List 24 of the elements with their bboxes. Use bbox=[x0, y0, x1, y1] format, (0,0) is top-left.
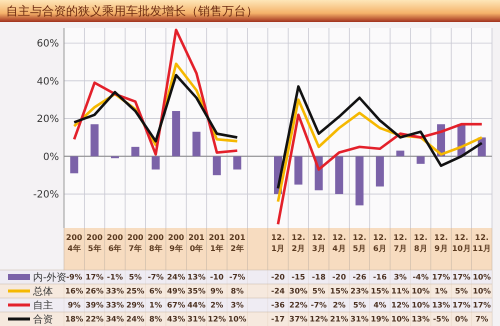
chart-title: 自主与合资的狭义乘用车批发增长（销售万台） bbox=[6, 4, 258, 18]
bar bbox=[131, 146, 140, 156]
y-tick-label: 0% bbox=[43, 152, 59, 163]
y-tick-label: 40% bbox=[36, 76, 59, 88]
bar bbox=[356, 156, 364, 206]
bar bbox=[376, 156, 384, 186]
y-tick-label: 20% bbox=[36, 114, 59, 126]
y-tick-label: -20% bbox=[33, 190, 59, 201]
bar bbox=[416, 156, 425, 164]
legend-label: 合资 bbox=[33, 314, 53, 326]
y-tick-label: 60% bbox=[36, 38, 59, 50]
bar bbox=[294, 156, 302, 185]
bar bbox=[152, 156, 160, 170]
legend-label: 自主 bbox=[33, 300, 53, 312]
bar bbox=[396, 150, 404, 156]
bar bbox=[335, 156, 344, 194]
legend-label: 总体 bbox=[32, 286, 53, 298]
bar bbox=[90, 124, 99, 156]
bar bbox=[233, 156, 242, 170]
bar bbox=[70, 156, 78, 174]
bar bbox=[192, 132, 200, 156]
bar bbox=[212, 156, 221, 176]
legend-label: 内-外资 bbox=[33, 272, 67, 284]
bar bbox=[172, 111, 180, 156]
